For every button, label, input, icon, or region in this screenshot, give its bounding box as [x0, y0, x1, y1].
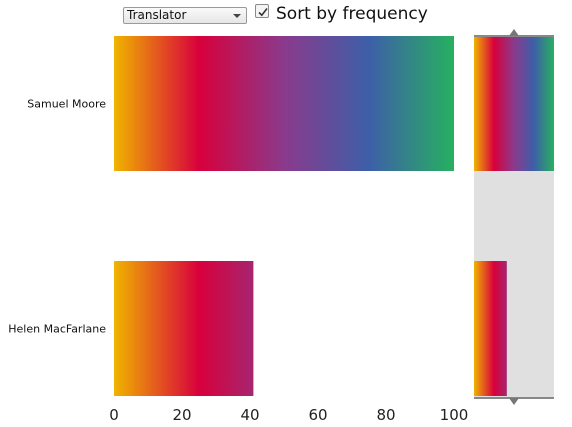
overview-bar: [474, 261, 507, 396]
resize-handle-bottom-icon[interactable]: [509, 398, 519, 405]
chevron-down-icon: [233, 14, 241, 18]
x-tick-label: 40: [240, 406, 259, 424]
bar-samuel-moore[interactable]: [114, 36, 454, 171]
x-tick-label: 20: [172, 406, 191, 424]
sort-by-frequency-label: Sort by frequency: [276, 4, 428, 24]
sort-by-frequency-checkbox[interactable]: [255, 4, 269, 18]
x-tick-label: 60: [308, 406, 327, 424]
resize-handle-top-icon[interactable]: [509, 29, 519, 36]
checkmark-icon: [258, 8, 268, 17]
bar-helen-macfarlane[interactable]: [114, 261, 254, 396]
x-tick-label: 100: [440, 406, 469, 424]
x-tick-label: 80: [376, 406, 395, 424]
group-by-select[interactable]: Translator: [123, 7, 247, 24]
group-by-select-value: Translator: [127, 8, 187, 22]
category-label: Helen MacFarlane: [8, 323, 106, 336]
category-label: Samuel Moore: [27, 98, 106, 111]
overview-bar: [474, 36, 554, 171]
x-tick-label: 0: [109, 406, 119, 424]
